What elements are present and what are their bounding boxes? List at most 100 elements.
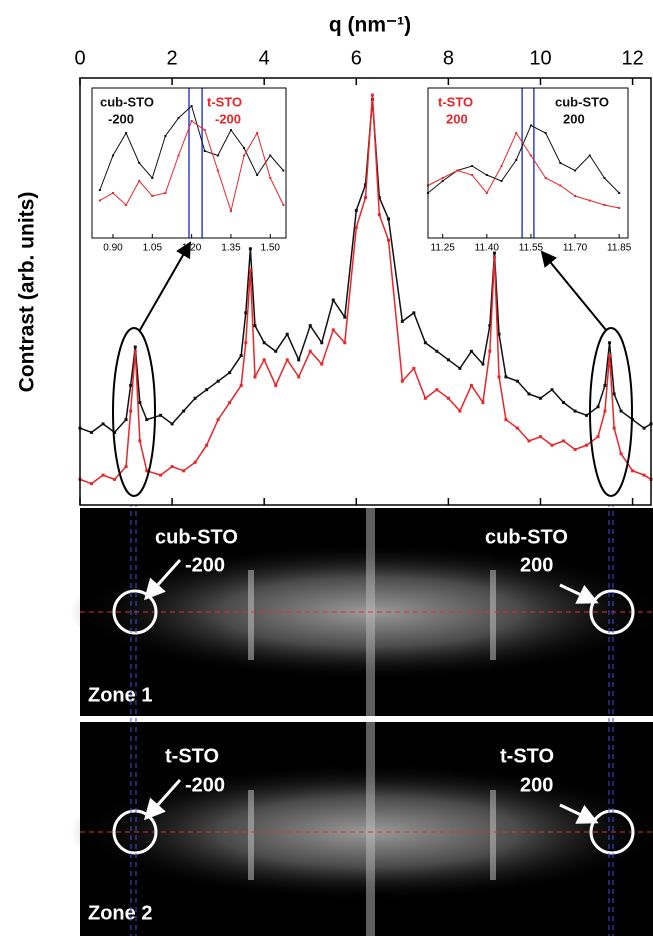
data-point (364, 196, 367, 200)
data-point (193, 396, 197, 400)
streak (490, 570, 496, 660)
data-point (244, 311, 248, 315)
data-point (423, 341, 427, 345)
data-point (488, 324, 492, 328)
data-point (608, 341, 612, 345)
overlay (112, 241, 633, 497)
data-point (603, 177, 606, 179)
annotation: t-STO (207, 94, 242, 109)
data-point (585, 443, 589, 447)
data-point (248, 268, 252, 272)
data-point (256, 174, 259, 176)
data-point (228, 371, 232, 375)
data-point (182, 469, 186, 473)
x-tick-label: 1.50 (261, 243, 281, 254)
data-point (364, 183, 367, 187)
inset-chart: 11.25 11.40 11.55 11.70 11.85 t-STO 200 cub-STO… (427, 87, 632, 254)
data-point (529, 124, 532, 127)
data-point (412, 311, 416, 315)
data-point (98, 189, 101, 191)
data-point (164, 192, 167, 194)
data-point (138, 439, 142, 443)
data-point (239, 354, 243, 358)
data-point (504, 418, 508, 422)
series-line (427, 124, 620, 194)
zone-label: Zone 1 (88, 684, 152, 706)
inset-chart: 0.90 1.05 1.20 1.35 1.50 cub-STO -200 t-STO -200 (91, 87, 287, 254)
data-point (631, 469, 635, 473)
data-point (471, 165, 474, 167)
data-point (471, 174, 474, 176)
data-point (331, 298, 335, 302)
data-point (387, 217, 391, 221)
data-point (618, 207, 621, 209)
data-point (456, 169, 459, 172)
data-point (145, 418, 149, 422)
data-point (497, 332, 501, 336)
data-point (193, 460, 197, 464)
axis-frame (91, 87, 287, 239)
data-point (229, 129, 232, 131)
data-point (216, 379, 220, 383)
data-point (538, 396, 542, 400)
data-point (446, 358, 450, 362)
data-point (90, 430, 94, 434)
data-point (354, 225, 358, 229)
data-point (170, 465, 174, 469)
data-point (145, 469, 149, 473)
data-point (412, 366, 416, 370)
data-point (113, 477, 117, 481)
data-point (205, 443, 209, 447)
data-point (239, 383, 243, 387)
data-point (377, 196, 381, 200)
data-point (129, 383, 133, 387)
annotation: t-STO (438, 94, 473, 109)
diffraction-panels: cub-STO -200 cub-STO 200 Zone 1 t-STO -2… (70, 340, 653, 936)
data-point (515, 379, 519, 383)
data-point (469, 349, 473, 353)
spot-label: -200 (185, 554, 225, 576)
data-point (190, 120, 193, 122)
data-point (527, 392, 531, 396)
data-point (619, 409, 623, 413)
streak (366, 722, 375, 936)
x-tick-label: 1.05 (143, 243, 163, 254)
data-point (320, 362, 324, 366)
data-point (182, 409, 186, 413)
data-point (244, 341, 248, 345)
data-point (285, 332, 289, 336)
x-tick-label: 2 (167, 47, 178, 69)
data-point (435, 388, 439, 392)
data-point (603, 383, 607, 387)
data-point (562, 401, 566, 405)
data-point (111, 192, 114, 194)
arrow (143, 778, 182, 821)
data-point (515, 426, 519, 430)
data-point (544, 132, 547, 134)
data-point (111, 154, 114, 157)
data-point (354, 208, 358, 212)
spot-label: 200 (520, 774, 553, 796)
data-point (129, 409, 133, 413)
data-point (138, 401, 142, 405)
data-point (262, 358, 266, 362)
annotation: -200 (108, 111, 134, 126)
data-point (216, 169, 219, 172)
data-point (243, 147, 246, 149)
data-point (159, 473, 163, 477)
x-tick-label: 11.25 (431, 243, 456, 254)
data-point (124, 418, 128, 422)
data-point (400, 379, 404, 383)
data-point (125, 204, 128, 206)
series-line (427, 131, 620, 209)
data-point (151, 195, 154, 197)
spot-circle (589, 809, 635, 855)
data-point (308, 349, 312, 353)
data-point (274, 349, 278, 353)
data-point (612, 392, 616, 396)
data-point (485, 192, 488, 194)
data-point (441, 180, 444, 182)
data-point (124, 465, 128, 469)
data-point (253, 375, 257, 379)
data-point (308, 324, 312, 328)
